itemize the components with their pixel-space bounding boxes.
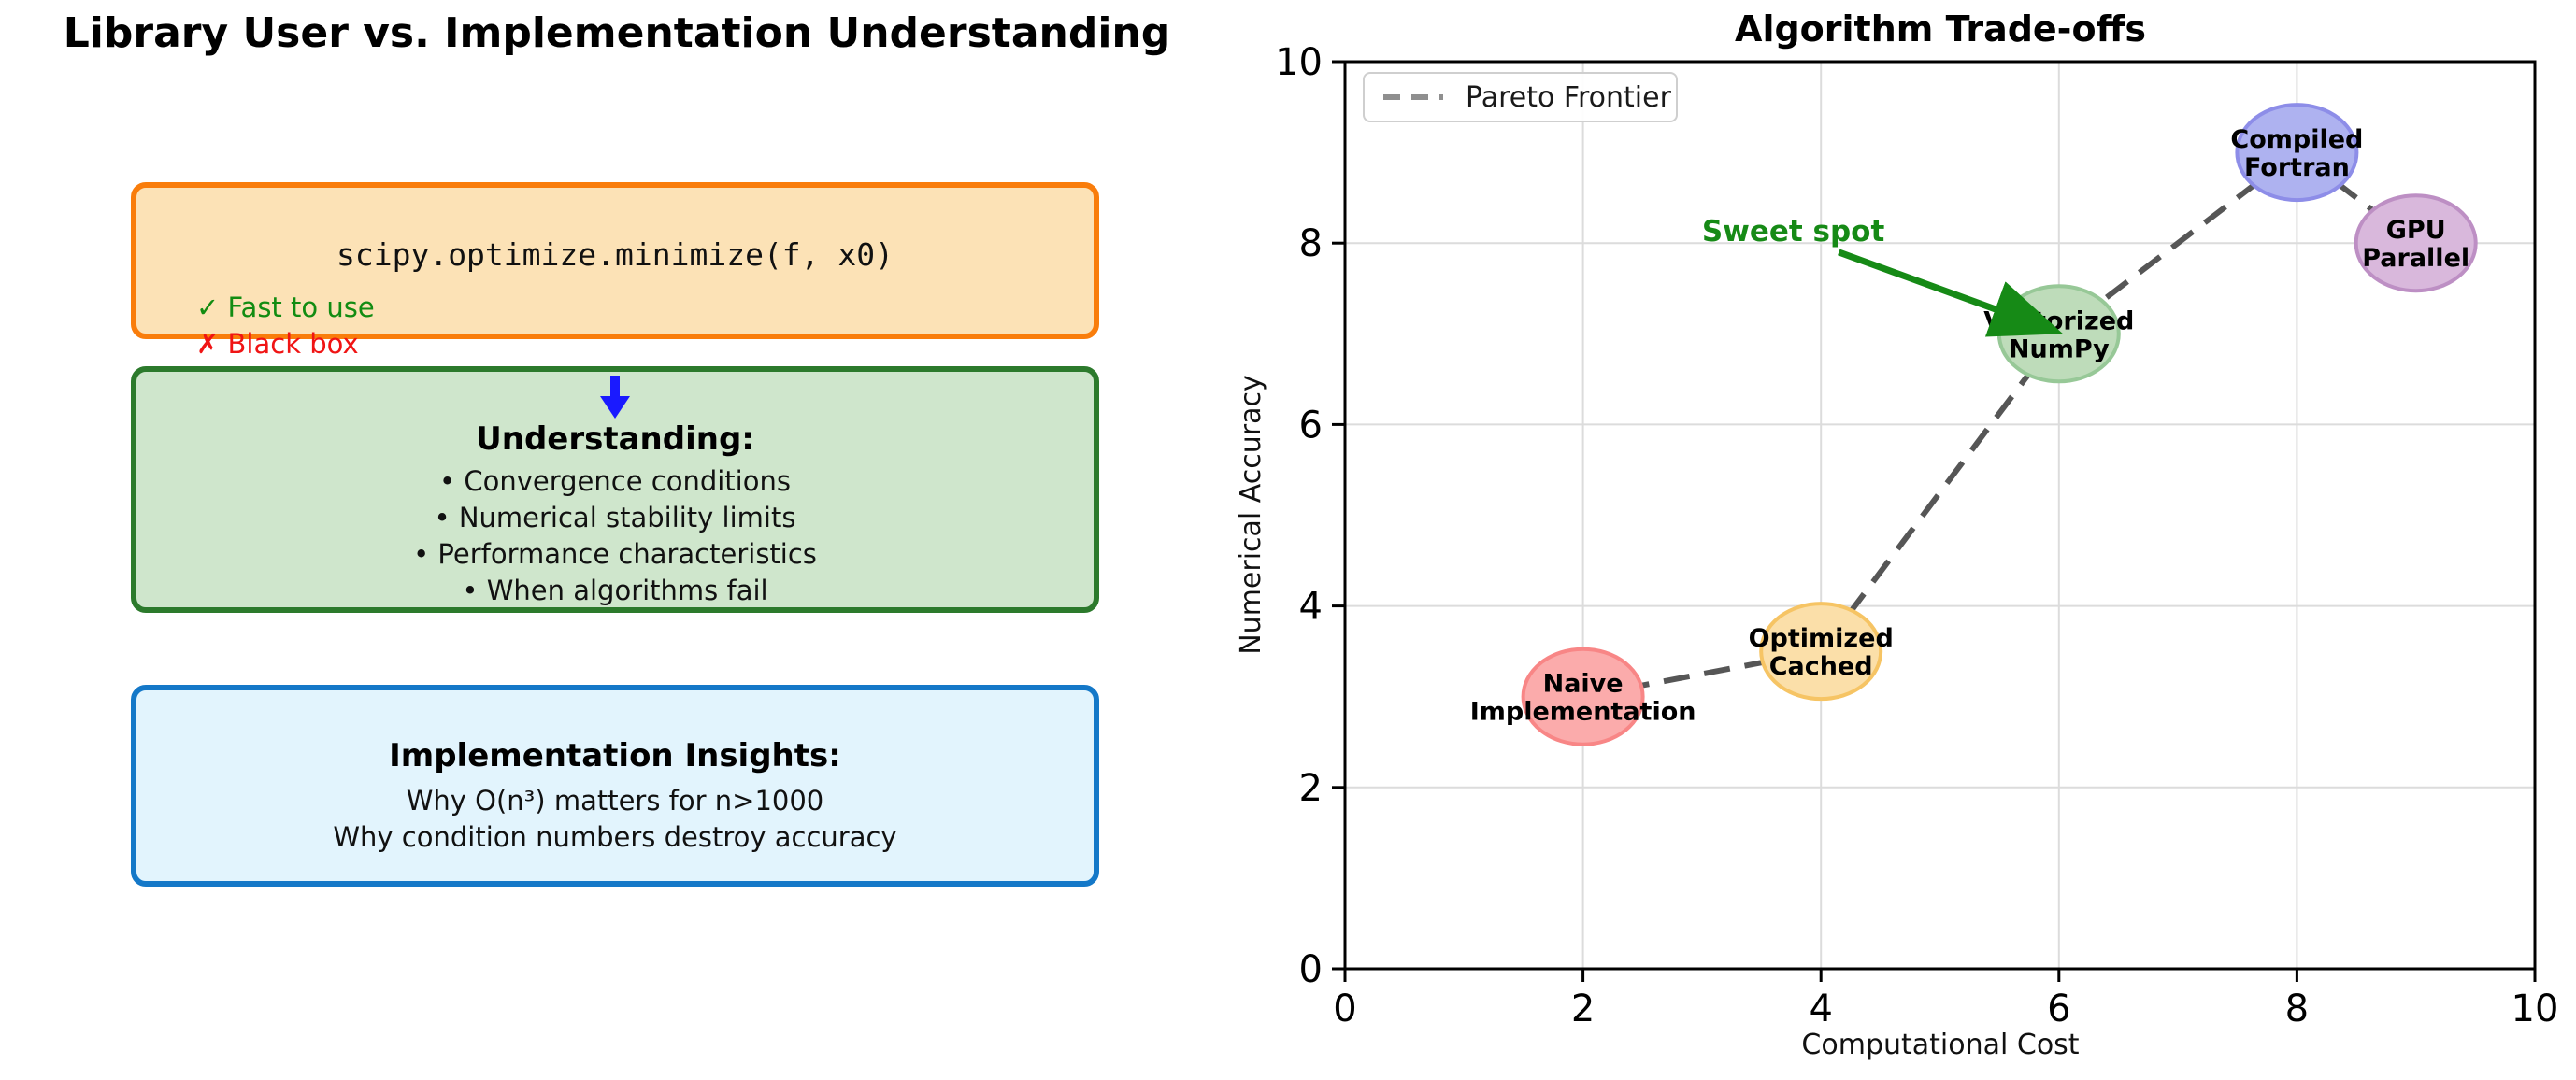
y-tick-label: 2 bbox=[1299, 767, 1323, 810]
api-code-text: scipy.optimize.minimize(f, x0) bbox=[336, 236, 894, 273]
data-point-ellipse bbox=[2235, 103, 2359, 203]
grid-lines bbox=[1345, 62, 2535, 969]
x-tick-label: 0 bbox=[1333, 988, 1356, 1030]
x-tick-label: 8 bbox=[2285, 988, 2309, 1030]
understanding-heading: Understanding: bbox=[476, 420, 754, 458]
library-vs-implementation-panel: Library User vs. Implementation Understa… bbox=[0, 0, 1234, 1080]
pareto-frontier-line-swatch bbox=[1383, 94, 1443, 100]
axes-spines bbox=[1343, 60, 2537, 971]
y-tick-label: 6 bbox=[1299, 404, 1323, 447]
y-tick-label: 4 bbox=[1299, 586, 1323, 629]
y-tick-label: 10 bbox=[1275, 41, 1323, 84]
algorithm-tradeoffs-chart: Algorithm Trade-offs 0 2 4 6 8 10 0 2 4 6 8 10 Naiv… bbox=[1234, 0, 2576, 1080]
x-tick-label: 2 bbox=[1571, 988, 1595, 1030]
x-tick-label: 10 bbox=[2512, 988, 2559, 1030]
down-arrow-icon bbox=[600, 376, 630, 419]
understanding-bullet: • When algorithms fail bbox=[462, 575, 768, 606]
sweet-spot-annotation: Sweet spot bbox=[1702, 215, 1885, 249]
left-panel-title: Library User vs. Implementation Understa… bbox=[63, 9, 1171, 57]
con-label: Black box bbox=[227, 328, 359, 360]
x-tick-label: 4 bbox=[1809, 988, 1832, 1030]
insights-line: Why condition numbers destroy accuracy bbox=[333, 821, 897, 853]
data-point-ellipse bbox=[2354, 193, 2478, 293]
pro-label: Fast to use bbox=[227, 291, 375, 323]
understanding-bullet: • Convergence conditions bbox=[439, 465, 791, 497]
legend-label: Pareto Frontier bbox=[1466, 80, 1671, 114]
check-icon: ✓ bbox=[196, 291, 220, 323]
insights-line: Why O(n³) matters for n>1000 bbox=[406, 785, 824, 817]
understanding-bullet: • Performance characteristics bbox=[413, 538, 817, 570]
cross-icon: ✗ bbox=[196, 328, 220, 360]
y-tick-label: 8 bbox=[1299, 222, 1323, 265]
data-point-label: GPU Parallel bbox=[2362, 216, 2469, 273]
data-point-label: Optimized Cached bbox=[1749, 624, 1894, 681]
axis-ticks: 0 2 4 6 8 10 0 2 4 6 8 10 bbox=[1275, 41, 2558, 1030]
data-point-ellipse bbox=[1759, 602, 1883, 702]
tradeoffs-plot-svg: Algorithm Trade-offs 0 2 4 6 8 10 0 2 4 6 8 10 Naiv… bbox=[1235, 8, 2558, 1061]
legend: Pareto Frontier bbox=[1363, 72, 1678, 122]
understanding-bullet: • Numerical stability limits bbox=[434, 502, 796, 533]
implementation-insights-box bbox=[131, 685, 1099, 887]
pro-line: ✓ Fast to use bbox=[196, 291, 375, 323]
con-line: ✗ Black box bbox=[196, 328, 359, 360]
sweet-spot-arrow bbox=[1838, 249, 2064, 337]
y-axis-label: Numerical Accuracy bbox=[1235, 375, 1267, 655]
x-tick-label: 6 bbox=[2047, 988, 2070, 1030]
data-point-label: Compiled Fortran bbox=[2230, 125, 2363, 182]
chart-title: Algorithm Trade-offs bbox=[1735, 8, 2146, 50]
x-axis-label: Computational Cost bbox=[1801, 1029, 2079, 1061]
data-point-ellipse bbox=[1521, 647, 1645, 746]
insights-heading: Implementation Insights: bbox=[389, 737, 841, 774]
data-point-label: Naive Implementation bbox=[1470, 670, 1696, 727]
api-call-box bbox=[131, 182, 1099, 339]
y-tick-label: 0 bbox=[1299, 948, 1323, 991]
